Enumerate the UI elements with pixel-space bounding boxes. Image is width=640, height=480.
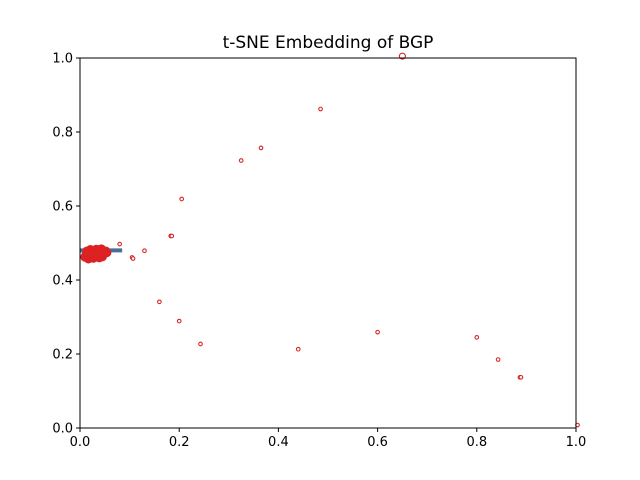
- data-point: [179, 196, 185, 202]
- data-point: [474, 335, 480, 340]
- cluster-point: [83, 254, 94, 264]
- plot-area: [80, 52, 580, 428]
- y-tick-label: 0.4: [52, 274, 73, 289]
- axis-ticks: 0.0 0.2 0.4 0.6 0.8 1.0 0.0 0.2 0.4 0.6 0.8 1.0: [52, 52, 586, 451]
- cluster-point: [96, 244, 106, 254]
- data-point: [157, 299, 162, 305]
- data-point: [238, 158, 244, 163]
- axes-frame: [79, 57, 577, 429]
- data-point: [375, 329, 380, 335]
- data-point: [295, 346, 301, 352]
- chart-title: t-SNE Embedding of BGP: [223, 33, 434, 53]
- data-point: [142, 248, 147, 254]
- x-tick-label: 0.6: [367, 435, 388, 450]
- x-tick-label: 0.4: [268, 435, 289, 450]
- data-point: [176, 318, 182, 324]
- data-point: [495, 357, 501, 362]
- cluster-point: [97, 252, 107, 262]
- y-tick-label: 0.2: [52, 348, 73, 363]
- x-tick-label: 0.0: [70, 435, 91, 450]
- x-tick-label: 1.0: [566, 435, 587, 450]
- data-point: [117, 241, 123, 247]
- data-point: [169, 233, 175, 239]
- data-point: [318, 106, 323, 112]
- y-tick-label: 0.0: [52, 422, 73, 437]
- y-tick-label: 1.0: [52, 52, 73, 67]
- data-point: [518, 374, 524, 380]
- data-point: [198, 341, 203, 347]
- y-tick-label: 0.8: [52, 126, 73, 141]
- x-tick-label: 0.2: [169, 435, 190, 450]
- data-point: [130, 256, 136, 261]
- y-tick-label: 0.6: [52, 200, 73, 215]
- x-tick-label: 0.8: [466, 435, 487, 450]
- data-point: [258, 145, 264, 151]
